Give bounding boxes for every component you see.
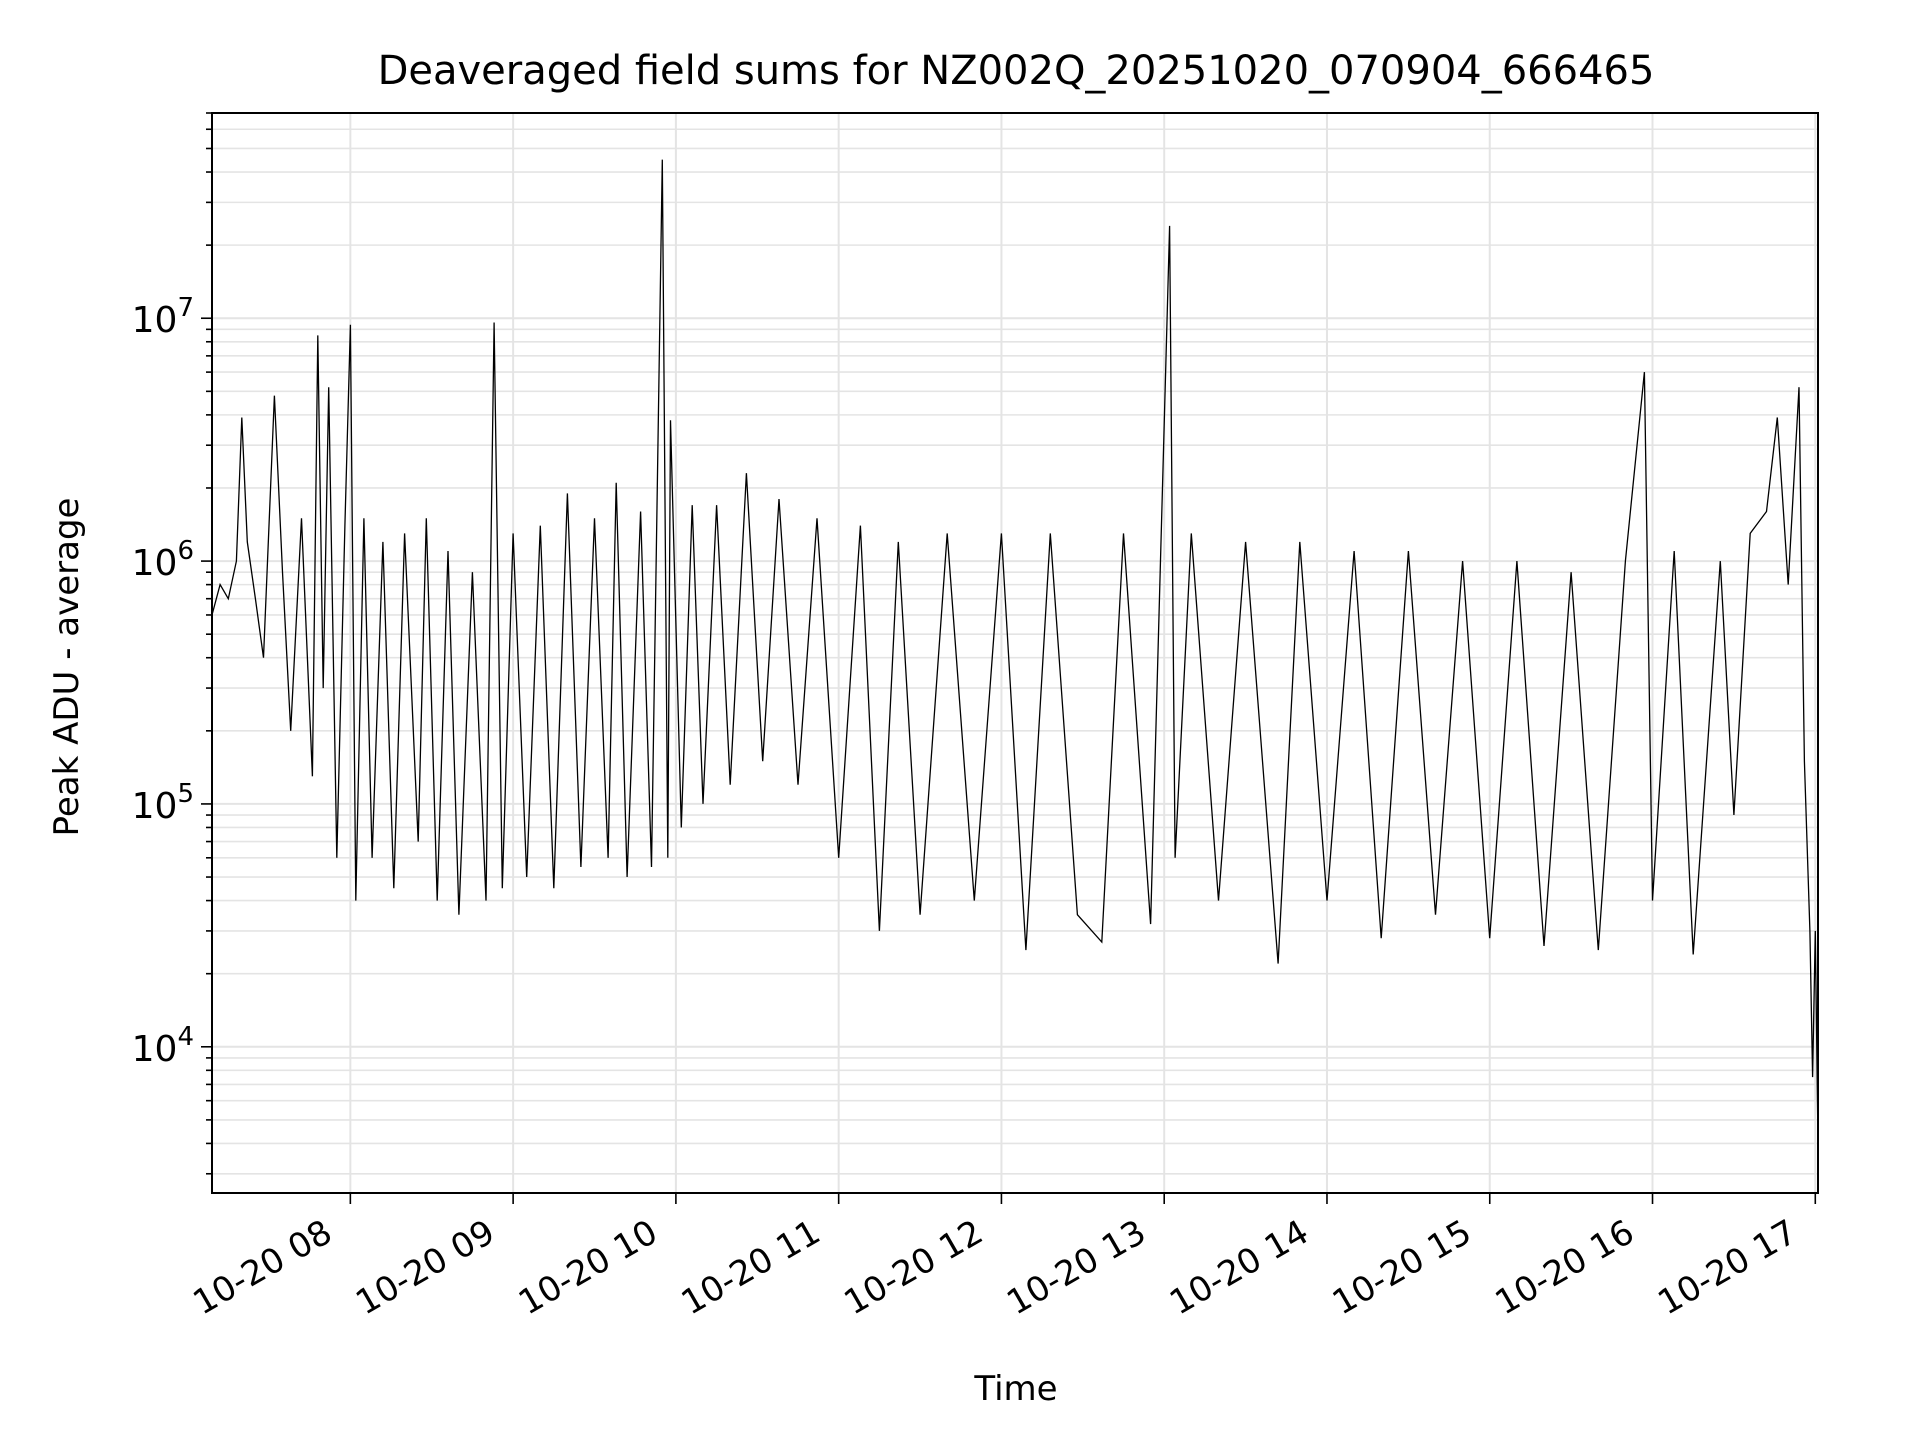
y-tick-label: 105 bbox=[132, 779, 194, 827]
plot-area bbox=[211, 159, 1819, 1144]
y-tick-label-exponent: 4 bbox=[177, 1022, 194, 1052]
grid bbox=[212, 112, 1818, 1193]
chart-title: Deaveraged field sums for NZ002Q_2025102… bbox=[378, 48, 1655, 94]
y-tick-label-exponent: 5 bbox=[177, 779, 194, 809]
y-axis-label: Peak ADU - average bbox=[47, 498, 87, 837]
y-tick-label-exponent: 6 bbox=[177, 536, 194, 566]
y-tick-label: 107 bbox=[132, 293, 194, 341]
y-tick-label-base: 10 bbox=[132, 1029, 178, 1070]
y-tick-label: 106 bbox=[132, 536, 194, 584]
y-tick-label-exponent: 7 bbox=[177, 293, 194, 323]
y-tick-label-base: 10 bbox=[132, 786, 178, 827]
y-tick-label-base: 10 bbox=[132, 543, 178, 584]
y-tick-label: 104 bbox=[132, 1022, 194, 1070]
x-axis-label: Time bbox=[973, 1369, 1057, 1409]
y-tick-label-base: 10 bbox=[132, 300, 178, 341]
series-line bbox=[211, 159, 1819, 1144]
plot-frame bbox=[211, 112, 1819, 1194]
